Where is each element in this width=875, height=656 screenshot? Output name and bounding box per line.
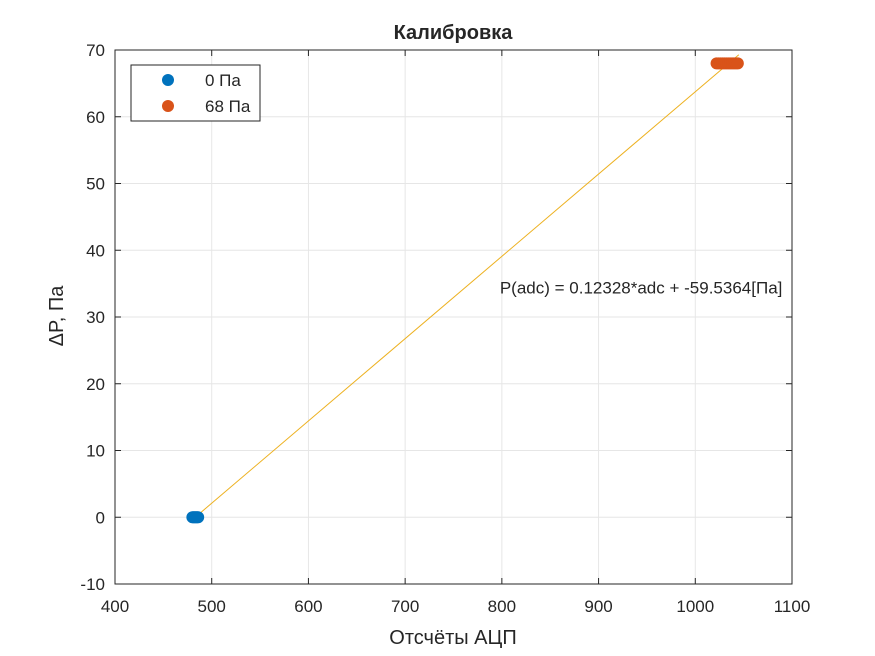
y-tick-label: 40 [86,241,105,260]
legend-label-0-pa: 0 Па [205,71,241,90]
chart-title: Калибровка [394,22,514,44]
x-tick-label: 900 [584,597,612,616]
fit-line-layer [194,54,740,518]
y-tick-label: 70 [86,41,105,60]
x-tick-label: 1000 [676,597,714,616]
x-tick-label: 1100 [774,597,811,616]
y-tick-label: 60 [86,108,105,127]
legend-marker-0-pa [162,74,174,86]
y-axis-label: ΔP, Па [46,285,68,347]
data-points [186,57,744,524]
x-tick-label: 500 [198,597,226,616]
y-tick-labels: -10 0 10 20 30 40 50 60 70 [80,41,105,594]
y-tick-label: 50 [86,175,105,194]
x-tick-label: 700 [391,597,419,616]
fit-line [194,54,740,518]
point-series-0 [192,511,205,524]
legend-box [130,64,261,122]
legend-marker-68-pa [162,100,174,112]
y-tick-label: 10 [86,442,105,461]
legend: 0 Па 68 Па [130,64,261,122]
x-tick-label: 600 [294,597,322,616]
y-tick-label: -10 [80,575,105,594]
y-tick-label: 20 [86,375,105,394]
x-tick-label: 400 [101,597,129,616]
axis-ticks [114,49,793,585]
legend-label-68-pa: 68 Па [205,97,251,116]
fit-equation-annotation: P(adc) = 0.12328*adc + -59.5364[Па] [500,279,783,298]
y-tick-label: 30 [86,308,105,327]
x-tick-label: 800 [488,597,516,616]
y-tick-label: 0 [96,508,105,527]
x-tick-labels: 400 500 600 700 800 900 1000 1100 [101,597,810,616]
x-axis-label: Отсчёты АЦП [389,627,516,649]
point-series-1 [731,57,744,70]
